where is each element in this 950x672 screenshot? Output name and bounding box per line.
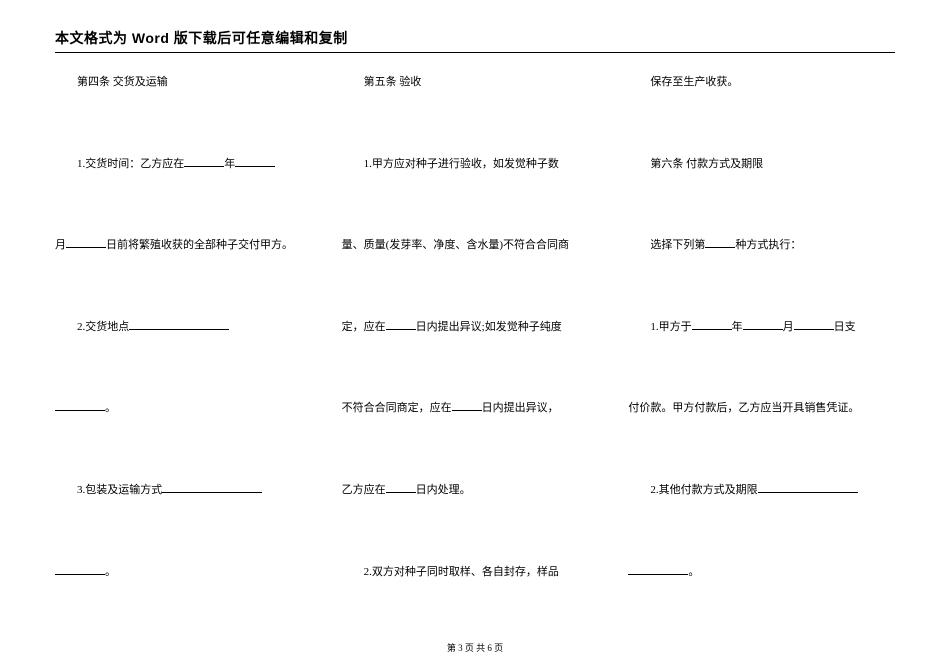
c1-p3a: 月: [55, 239, 66, 251]
c2-p6a: 乙方应在: [342, 484, 386, 496]
c1-p6a: 3.包装及运输方式: [77, 484, 162, 496]
c3-p3: 选择下列第 种方式执行：: [628, 237, 895, 255]
c3-p4a: 1.甲方于: [650, 321, 691, 333]
c3-p2: 第六条 付款方式及期限: [628, 156, 895, 174]
page-footer: 第 3 页 共 6 页: [0, 641, 950, 654]
c1-p7a: 。: [105, 566, 116, 578]
c3-p6a: 2.其他付款方式及期限: [650, 484, 757, 496]
blank: [386, 319, 416, 330]
c2-p3: 量、质量(发芽率、净度、含水量)不符合合同商: [342, 237, 609, 255]
c3-p1: 保存至生产收获。: [628, 74, 895, 92]
c3-p4: 1.甲方于 年 月 日支: [628, 319, 895, 337]
c1-p5a: 。: [105, 402, 116, 414]
c1-p2: 1.交货时间：乙方应在 年: [55, 156, 322, 174]
blank: [452, 400, 482, 411]
blank: [386, 482, 416, 493]
blank: [758, 482, 858, 493]
c2-p1: 第五条 验收: [342, 74, 609, 92]
c2-p7: 2.双方对种子同时取样、各自封存，样品: [342, 564, 609, 582]
blank: [66, 237, 106, 248]
c3-p6: 2.其他付款方式及期限: [628, 482, 895, 500]
c1-p1: 第四条 交货及运输: [55, 74, 322, 92]
header-title: 本文格式为 Word 版下载后可任意编辑和复制: [55, 28, 895, 48]
c1-p5: 。: [55, 400, 322, 418]
c1-p3: 月 日前将繁殖收获的全部种子交付甲方。: [55, 237, 322, 255]
c1-p2a: 1.交货时间：乙方应在: [77, 158, 184, 170]
header-underline: [55, 52, 895, 53]
blank: [129, 319, 229, 330]
blank: [794, 319, 834, 330]
c1-p4: 2.交货地点: [55, 319, 322, 337]
c1-p2b: 年: [224, 158, 235, 170]
c2-p4a: 定，应在: [342, 321, 386, 333]
c3-p7a: 。: [688, 566, 699, 578]
blank: [628, 564, 688, 575]
c2-p6b: 日内处理。: [416, 484, 471, 496]
blank: [743, 319, 783, 330]
c1-p7: 。: [55, 564, 322, 582]
c2-p4b: 日内提出异议;如发觉种子纯度: [416, 321, 562, 333]
c1-p3b: 日前将繁殖收获的全部种子交付甲方。: [106, 239, 293, 251]
c3-p4b: 年: [732, 321, 743, 333]
blank: [235, 156, 275, 167]
blank: [184, 156, 224, 167]
c3-p3b: 种方式执行：: [735, 239, 801, 251]
c3-p7: 。: [628, 564, 895, 582]
c3-p3a: 选择下列第: [650, 239, 705, 251]
page-header: 本文格式为 Word 版下载后可任意编辑和复制: [55, 28, 895, 53]
blank: [705, 237, 735, 248]
c2-p5b: 日内提出异议，: [482, 402, 559, 414]
column-1: 第四条 交货及运输 1.交货时间：乙方应在 年 月 日前将繁殖收获的全部种子交付甲方…: [55, 74, 322, 622]
c2-p5: 不符合合同商定，应在 日内提出异议，: [342, 400, 609, 418]
c2-p4: 定，应在 日内提出异议;如发觉种子纯度: [342, 319, 609, 337]
c2-p2: 1.甲方应对种子进行验收，如发觉种子数: [342, 156, 609, 174]
c1-p6: 3.包装及运输方式: [55, 482, 322, 500]
blank: [55, 564, 105, 575]
c2-p5a: 不符合合同商定，应在: [342, 402, 452, 414]
column-2: 第五条 验收 1.甲方应对种子进行验收，如发觉种子数 量、质量(发芽率、净度、含…: [342, 74, 609, 622]
blank: [692, 319, 732, 330]
blank: [162, 482, 262, 493]
column-3: 保存至生产收获。 第六条 付款方式及期限 选择下列第 种方式执行： 1.甲方于 年 月…: [628, 74, 895, 622]
c2-p6: 乙方应在 日内处理。: [342, 482, 609, 500]
blank: [55, 400, 105, 411]
c1-p4a: 2.交货地点: [77, 321, 129, 333]
c3-p4c: 月: [783, 321, 794, 333]
c3-p4d: 日支: [834, 321, 856, 333]
c3-p5: 付价款。甲方付款后，乙方应当开具销售凭证。: [628, 400, 895, 418]
content-columns: 第四条 交货及运输 1.交货时间：乙方应在年 月日前将繁殖收获的全部种子交付甲方…: [55, 74, 895, 622]
